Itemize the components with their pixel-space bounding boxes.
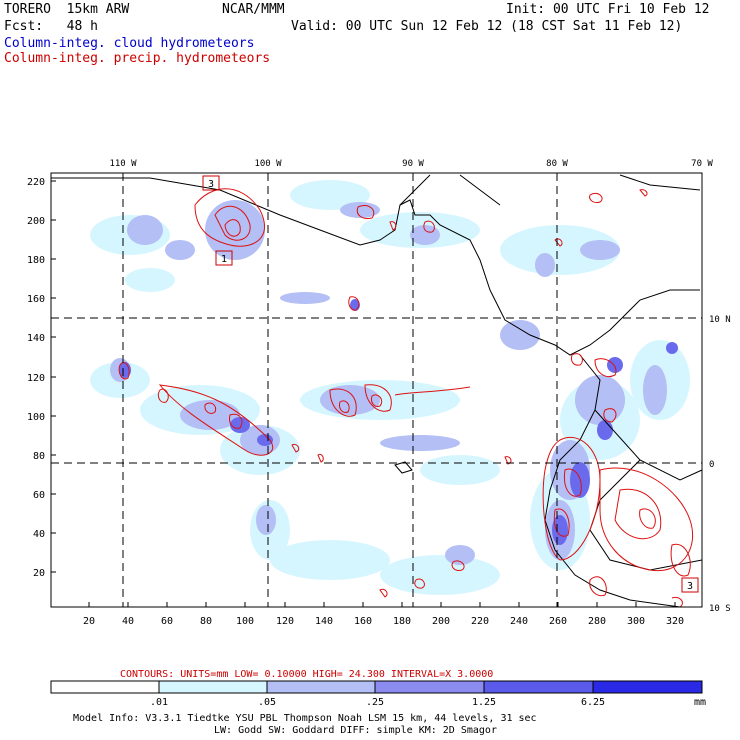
colorbar-level: 1.25 xyxy=(472,697,496,708)
forecast-hour: Fcst: 48 h xyxy=(4,19,98,34)
model-info-line2: LW: Godd SW: Goddard DIFF: simple KM: 2D… xyxy=(214,725,497,736)
station-box-3-south xyxy=(681,577,699,593)
colorbar-bin-3 xyxy=(375,681,484,693)
x-tick: 240 xyxy=(510,616,528,627)
y-tick: 120 xyxy=(27,373,45,384)
x-tick: 260 xyxy=(549,616,567,627)
colorbar-unit: mm xyxy=(694,697,706,708)
y-tick: 200 xyxy=(27,216,45,227)
x-tick: 80 xyxy=(200,616,212,627)
y-tick: 220 xyxy=(27,177,45,188)
y-tick: 100 xyxy=(27,412,45,423)
x-tick: 300 xyxy=(627,616,645,627)
colorbar-bin-0 xyxy=(51,681,159,693)
x-tick: 180 xyxy=(393,616,411,627)
x-tick: 100 xyxy=(236,616,254,627)
x-tick: 120 xyxy=(276,616,294,627)
model-info-line1: Model Info: V3.3.1 Tiedtke YSU PBL Thomp… xyxy=(73,713,537,724)
lon-label-70w: 70 W xyxy=(691,159,713,169)
x-tick: 20 xyxy=(83,616,95,627)
station-box-3-north xyxy=(202,175,220,191)
colorbar-bin-4 xyxy=(484,681,593,693)
x-tick: 220 xyxy=(471,616,489,627)
x-tick: 40 xyxy=(122,616,134,627)
y-tick: 160 xyxy=(27,294,45,305)
map-frame xyxy=(50,172,703,608)
colorbar-bin-1 xyxy=(159,681,267,693)
init-time: Init: 00 UTC Fri 10 Feb 12 xyxy=(506,2,710,17)
coastlines xyxy=(51,174,703,608)
lon-label-110w: 110 W xyxy=(109,159,137,169)
colorbar-frame xyxy=(50,680,703,694)
valid-time: Valid: 00 UTC Sun 12 Feb 12 (18 CST Sat … xyxy=(291,19,683,34)
contour-info: CONTOURS: UNITS=mm LOW= 0.10000 HIGH= 24… xyxy=(120,669,493,680)
latlon-grid xyxy=(51,173,702,607)
y-tick: 180 xyxy=(27,255,45,266)
lat-label-10s: 10 S xyxy=(709,604,731,614)
colorbar-level: .01 xyxy=(150,697,168,708)
lat-label-0: 0 xyxy=(709,460,714,470)
x-tick: 320 xyxy=(666,616,684,627)
y-tick: 40 xyxy=(33,529,45,540)
x-tick: 160 xyxy=(354,616,372,627)
field-precip-label: Column-integ. precip. hydrometeors xyxy=(4,51,271,66)
y-tick: 140 xyxy=(27,333,45,344)
model-name: TORERO 15km ARW xyxy=(4,2,130,17)
y-tick: 80 xyxy=(33,451,45,462)
colorbar xyxy=(50,680,703,694)
station-label-3-north: 3 xyxy=(208,179,214,190)
colorbar-level: 6.25 xyxy=(581,697,605,708)
station-label-3-south: 3 xyxy=(687,581,693,592)
y-tick: 20 xyxy=(33,568,45,579)
colorbar-level: .05 xyxy=(258,697,276,708)
precip-contours xyxy=(118,188,694,608)
lon-label-100w: 100 W xyxy=(254,159,282,169)
lon-label-80w: 80 W xyxy=(546,159,568,169)
x-tick: 60 xyxy=(161,616,173,627)
lon-label-90w: 90 W xyxy=(402,159,424,169)
station-box-1 xyxy=(215,250,233,266)
field-cloud-label: Column-integ. cloud hydrometeors xyxy=(4,36,255,51)
station-markers: 3 1 3 xyxy=(202,175,699,593)
colorbar-bin-2 xyxy=(267,681,375,693)
x-tick: 280 xyxy=(588,616,606,627)
colorbar-bin-5 xyxy=(593,681,702,693)
y-tick: 60 xyxy=(33,490,45,501)
x-tick: 140 xyxy=(315,616,333,627)
colorbar-level: .25 xyxy=(366,697,384,708)
organization: NCAR/MMM xyxy=(222,2,285,17)
lat-label-10n: 10 N xyxy=(709,315,731,325)
x-tick: 200 xyxy=(432,616,450,627)
station-label-1: 1 xyxy=(221,254,227,265)
